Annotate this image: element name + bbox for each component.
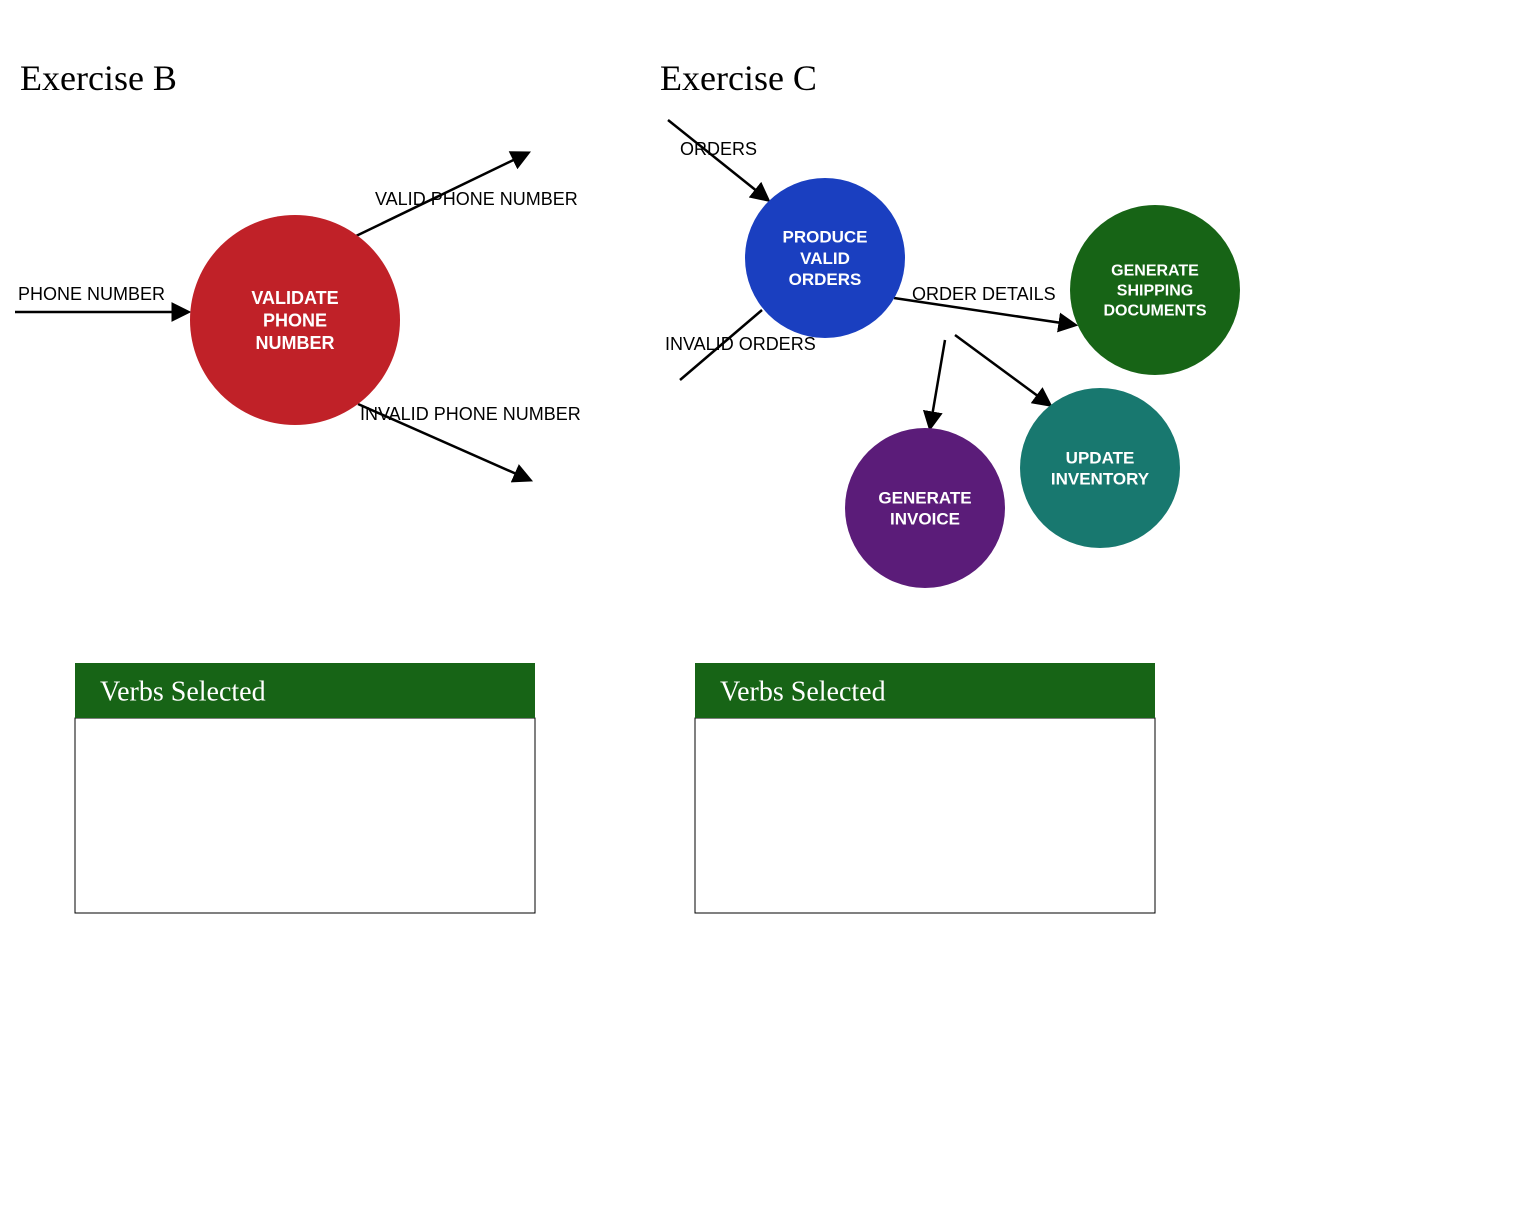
exercise-title: Exercise B [20,58,177,98]
shipping-node-label: DOCUMENTS [1103,303,1206,320]
invoice-node-label: GENERATE [878,488,971,507]
edge-label: ORDER DETAILS [912,284,1056,304]
validate-phone-node-label: VALIDATE [251,288,338,308]
produce-node-label: PRODUCE [782,228,867,247]
validate-phone-node-label: PHONE [263,310,327,330]
edge-line [955,335,1050,405]
inventory-node-label: UPDATE [1066,448,1135,467]
produce-node-label: ORDERS [789,270,862,289]
inventory-node-label: INVENTORY [1051,470,1150,489]
produce-node-label: VALID [800,249,850,268]
edge-label: VALID PHONE NUMBER [375,189,578,209]
edge-label: PHONE NUMBER [18,284,165,304]
validate-phone-node-label: NUMBER [256,333,335,353]
edge-label: INVALID PHONE NUMBER [360,404,581,424]
exercise-b-panel-body [75,718,535,913]
invoice-node-label: INVOICE [890,510,960,529]
shipping-node-label: GENERATE [1111,263,1199,280]
edge-line [930,340,945,428]
edge-line [668,120,768,200]
exercise-title: Exercise C [660,58,817,98]
shipping-node-label: SHIPPING [1117,283,1193,300]
exercise-c-panel-body [695,718,1155,913]
edge-label: ORDERS [680,139,757,159]
invoice-node [845,428,1005,588]
inventory-node [1020,388,1180,548]
exercise-b-panel-header-label: Verbs Selected [100,676,266,707]
edge-label: INVALID ORDERS [665,334,816,354]
diagram-canvas: Exercise B PHONE NUMBER VALID PHONE NUMBER… [0,0,1538,1200]
exercise-c-panel-header-label: Verbs Selected [720,676,886,707]
